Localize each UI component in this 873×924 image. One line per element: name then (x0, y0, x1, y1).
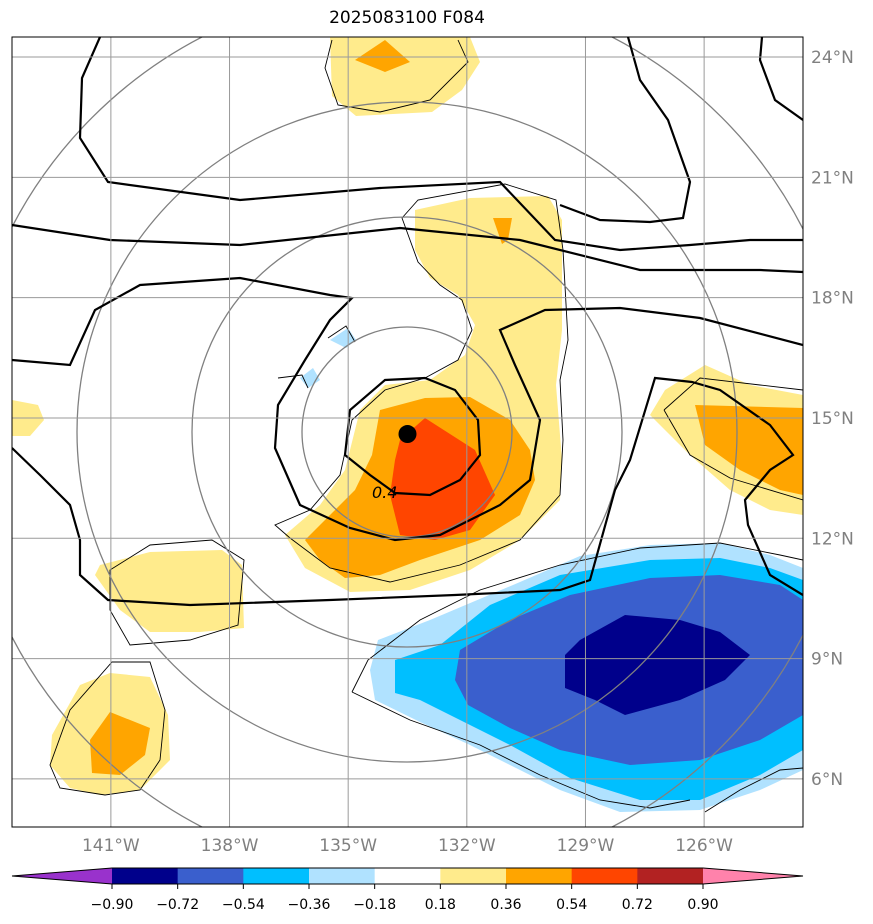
gray-range-rings (12, 37, 803, 827)
map-fields: 0.4 (12, 37, 803, 827)
colorbar: −0.90 −0.72 −0.54 −0.36 −0.18 0.18 0.36 0.54 0.7… (11, 867, 804, 913)
contour-label: 0.4 (372, 483, 397, 502)
longitude-labels: 141°W 138°W 135°W 132°W 129°W 126°W (82, 836, 733, 856)
colorbar-tick-label: −0.72 (156, 897, 199, 913)
colorbar-segment (112, 868, 179, 884)
latitude-labels: 24°N 21°N 18°N 15°N 12°N 9°N 6°N (811, 48, 854, 790)
lon-tick-label: 141°W (82, 836, 140, 856)
colorbar-tick-label: −0.90 (91, 897, 134, 913)
colorbar-tick-label: 0.18 (425, 897, 456, 913)
lat-tick-label: 21°N (811, 168, 854, 188)
lat-tick-label: 6°N (811, 770, 843, 790)
colorbar-tick-label: −0.54 (222, 897, 265, 913)
colorbar-segment (440, 868, 507, 884)
colorbar-segment (637, 868, 704, 884)
colorbar-segment (243, 868, 310, 884)
colorbar-segment (177, 868, 244, 884)
colorbar-segment (571, 868, 638, 884)
colorbar-extend-high (703, 868, 803, 884)
lat-tick-label: 9°N (811, 650, 843, 670)
colorbar-tick-label: 0.72 (622, 897, 653, 913)
colorbar-tick-label: −0.36 (288, 897, 331, 913)
lon-tick-label: 129°W (557, 836, 615, 856)
colorbar-tick-label: 0.54 (556, 897, 587, 913)
plot-frame (11, 36, 804, 828)
colorbar-segment (309, 868, 376, 884)
lat-tick-label: 24°N (811, 48, 854, 68)
positive-shading-strong (390, 418, 495, 540)
chart-title: 2025083100 F084 (329, 8, 485, 28)
colorbar-extend-low (12, 868, 112, 884)
colorbar-tick-label: 0.90 (687, 897, 718, 913)
colorbar-segment (374, 868, 441, 884)
colorbar-segment (506, 868, 573, 884)
colorbar-tick-label: −0.18 (353, 897, 396, 913)
lon-tick-label: 126°W (675, 836, 733, 856)
storm-center-marker (398, 425, 417, 444)
lat-tick-label: 15°N (811, 409, 854, 429)
thick-contours (12, 37, 803, 607)
lon-tick-label: 132°W (438, 836, 496, 856)
lat-tick-label: 18°N (811, 289, 854, 309)
lon-tick-label: 138°W (201, 836, 259, 856)
graticule (12, 37, 803, 827)
colorbar-tick-label: 0.36 (490, 897, 521, 913)
lat-tick-label: 12°N (811, 529, 854, 549)
lon-tick-label: 135°W (319, 836, 377, 856)
